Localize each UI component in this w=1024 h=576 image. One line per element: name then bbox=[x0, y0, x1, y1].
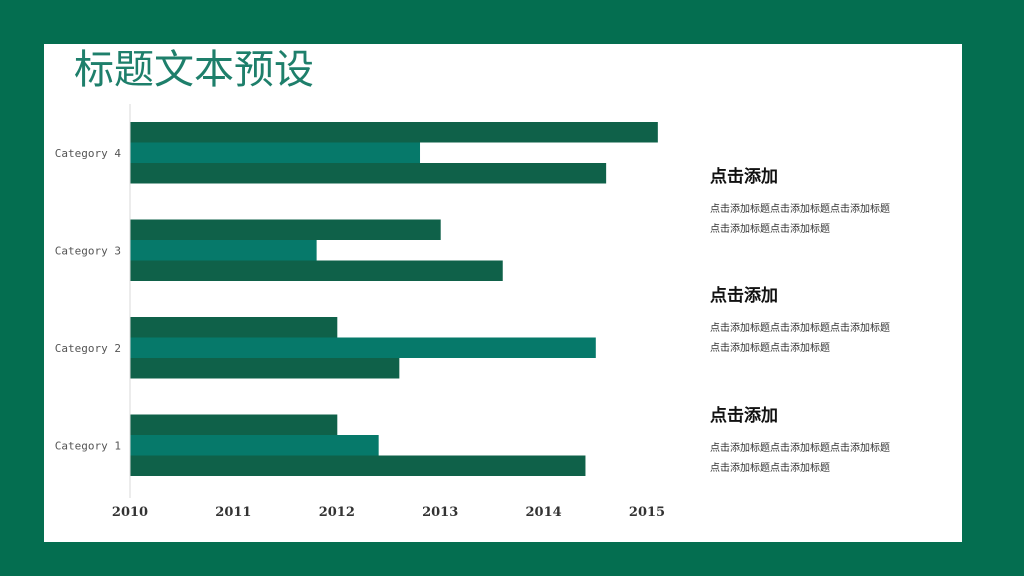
category-label: Category 3 bbox=[55, 244, 121, 257]
bar bbox=[130, 122, 658, 143]
side-item-heading: 点击添加 bbox=[710, 286, 778, 306]
x-tick-label: 2015 bbox=[629, 505, 665, 520]
category-label: Category 2 bbox=[55, 342, 121, 355]
bar bbox=[130, 240, 317, 261]
side-item-2: 点击添加 点击添加标题点击添加标题点击添加标题点击添加标题点击添加标题 bbox=[710, 285, 910, 359]
slide-panel: 标题文本预设 Category 1 Category 2 Category 3 Cat… bbox=[44, 44, 962, 542]
slide-title: 标题文本预设 bbox=[74, 47, 314, 93]
side-item-text: 点击添加标题点击添加标题点击添加标题点击添加标题点击添加标题 bbox=[710, 323, 890, 354]
bar-chart: Category 1 Category 2 Category 3 Category 4… bbox=[55, 104, 665, 520]
x-tick-label: 2014 bbox=[526, 505, 562, 520]
bar bbox=[130, 337, 596, 358]
x-tick-label: 2011 bbox=[215, 505, 251, 520]
side-item-3: 点击添加 点击添加标题点击添加标题点击添加标题点击添加标题点击添加标题 bbox=[710, 405, 910, 479]
bar bbox=[130, 260, 503, 281]
bar bbox=[130, 219, 441, 240]
bar bbox=[130, 317, 338, 338]
x-tick-label: 2012 bbox=[319, 505, 355, 520]
bar bbox=[130, 163, 607, 184]
side-item-text: 点击添加标题点击添加标题点击添加标题点击添加标题点击添加标题 bbox=[710, 204, 890, 235]
bar bbox=[130, 435, 379, 456]
side-item-heading: 点击添加 bbox=[710, 406, 778, 426]
side-item-1: 点击添加 点击添加标题点击添加标题点击添加标题点击添加标题点击添加标题 bbox=[710, 166, 910, 240]
category-label: Category 1 bbox=[55, 439, 121, 452]
side-item-text: 点击添加标题点击添加标题点击添加标题点击添加标题点击添加标题 bbox=[710, 443, 890, 474]
bar bbox=[130, 414, 338, 435]
bar bbox=[130, 358, 400, 379]
x-tick-label: 2010 bbox=[112, 505, 148, 520]
x-tick-label: 2013 bbox=[422, 505, 458, 520]
category-label: Category 4 bbox=[55, 147, 122, 160]
side-item-heading: 点击添加 bbox=[710, 167, 778, 187]
bar bbox=[130, 455, 586, 476]
bar bbox=[130, 142, 421, 163]
